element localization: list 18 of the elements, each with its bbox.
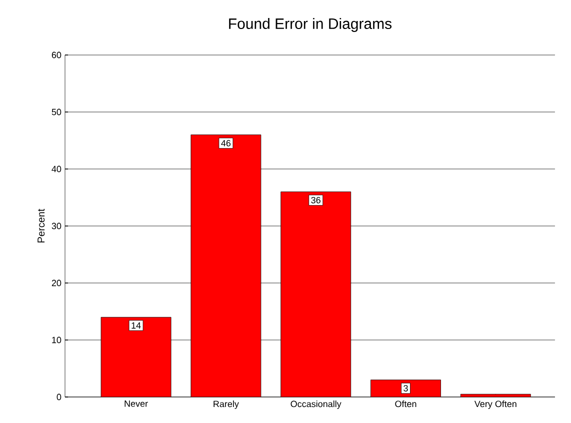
y-tick-label: 40: [52, 166, 62, 172]
data-label: 36: [311, 196, 320, 204]
x-tick-label: Never: [124, 400, 148, 407]
x-tick-label: Rarely: [214, 400, 239, 409]
data-label: 46: [221, 140, 231, 146]
chart-title: Found Error in Diagrams: [229, 18, 392, 32]
y-tick-label: 50: [52, 108, 62, 116]
y-tick-label: 20: [52, 280, 62, 286]
y-tick-label: 0: [56, 394, 62, 400]
y-tick-label: 30: [52, 222, 62, 230]
y-axis-title: Percent: [38, 208, 45, 242]
data-label: 3: [404, 385, 408, 392]
x-tick-label: Very Often: [474, 400, 516, 409]
x-tick-label: Often: [395, 400, 416, 408]
y-tick-label: 10: [52, 336, 62, 344]
y-tick-label: 60: [52, 52, 62, 58]
x-tick-label: Occasionally: [290, 400, 342, 409]
data-label: 14: [132, 322, 141, 329]
